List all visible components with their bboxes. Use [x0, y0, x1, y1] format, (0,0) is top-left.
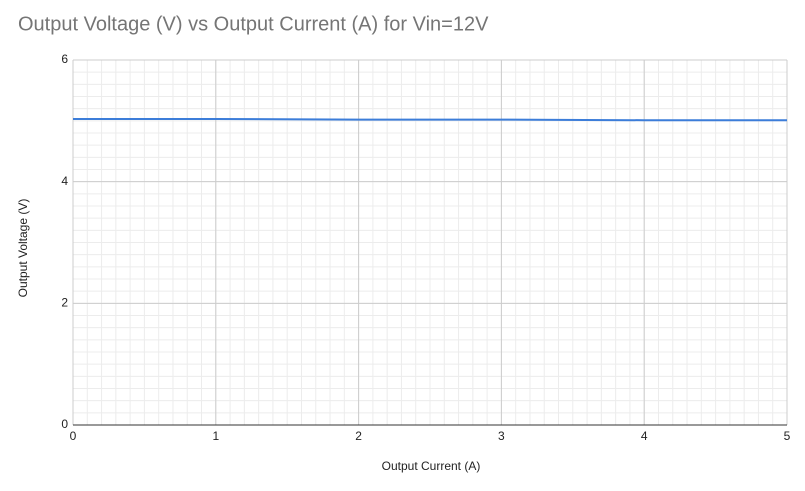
chart-title: Output Voltage (V) vs Output Current (A)…: [18, 13, 489, 35]
minor-grid: [72, 59, 788, 426]
y-tick-label: 4: [61, 174, 68, 188]
x-tick-label: 5: [784, 429, 791, 443]
y-tick-label: 2: [61, 296, 68, 310]
data-line: [73, 118, 787, 122]
y-tick-label: 0: [61, 417, 68, 431]
x-tick-label: 3: [498, 429, 505, 443]
y-tick-label: 6: [61, 52, 68, 66]
x-axis-label: Output Current (A): [382, 459, 481, 473]
x-tick-label: 2: [355, 429, 362, 443]
y-axis-label: Output Voltage (V): [16, 199, 30, 298]
x-tick-label: 4: [641, 429, 648, 443]
x-tick-label: 0: [70, 429, 77, 443]
x-tick-label: 1: [212, 429, 219, 443]
